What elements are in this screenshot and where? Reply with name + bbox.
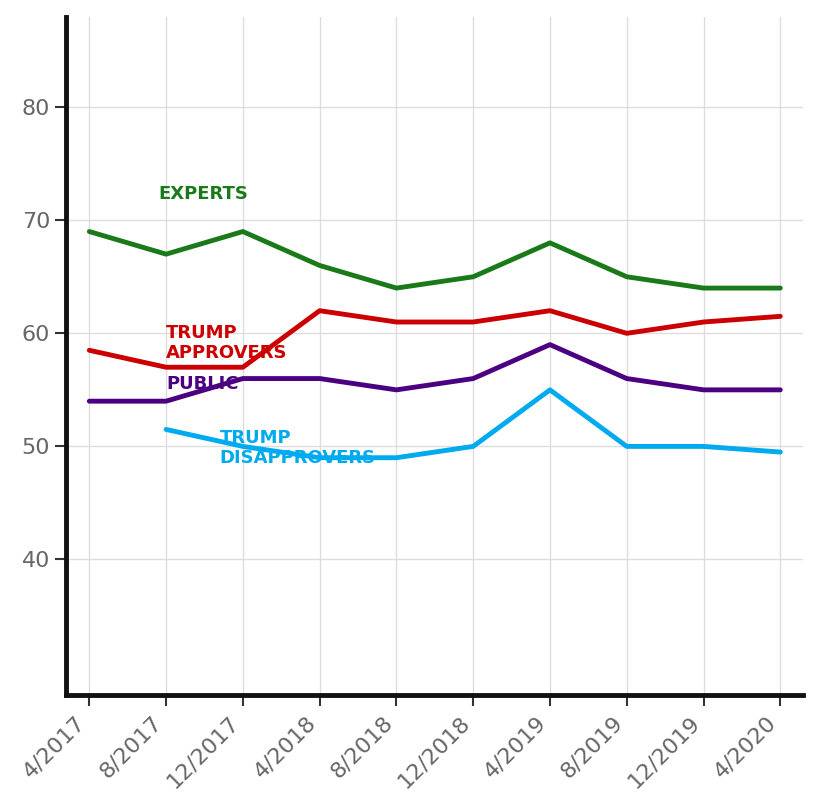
Text: EXPERTS: EXPERTS	[158, 185, 248, 204]
Text: TRUMP
APPROVERS: TRUMP APPROVERS	[166, 324, 287, 362]
Text: TRUMP
DISAPPROVERS: TRUMP DISAPPROVERS	[219, 429, 375, 467]
Text: PUBLIC: PUBLIC	[166, 375, 238, 393]
